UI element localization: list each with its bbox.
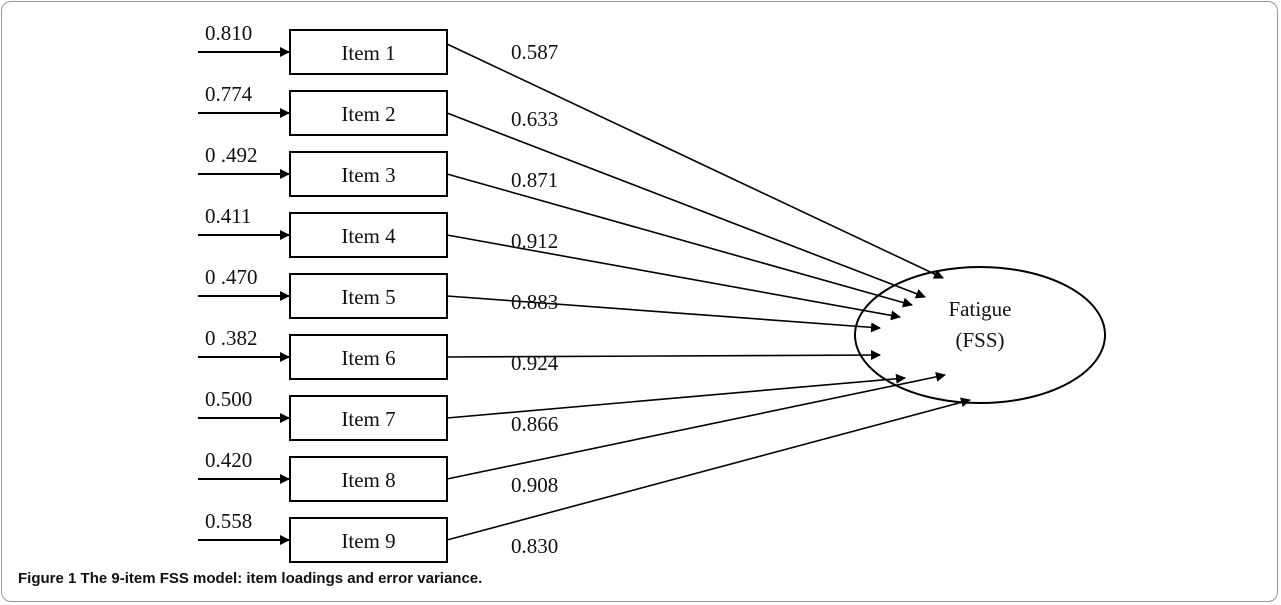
error-variance-item-8: 0.420 bbox=[205, 448, 252, 472]
loading-item-7: 0.866 bbox=[511, 412, 558, 436]
error-variance-item-7: 0.500 bbox=[205, 387, 252, 411]
loading-arrow-item-1 bbox=[446, 43, 944, 279]
loading-arrow-item-7 bbox=[446, 373, 906, 419]
loading-arrow-item-5 bbox=[446, 295, 881, 333]
latent-factor-abbrev: (FSS) bbox=[955, 328, 1004, 352]
caption-label: Figure 1 bbox=[18, 570, 77, 587]
error-variance-item-1: 0.810 bbox=[205, 21, 252, 45]
loading-arrow-item-8 bbox=[446, 371, 946, 480]
latent-factor-name: Fatigue bbox=[949, 297, 1012, 321]
error-variance-item-5: 0 .470 bbox=[205, 265, 258, 289]
item-box-2 bbox=[289, 90, 448, 136]
loading-arrow-item-2 bbox=[446, 112, 926, 299]
figure-caption: Figure 1 The 9-item FSS model: item load… bbox=[18, 570, 482, 587]
loading-item-6: 0.924 bbox=[511, 351, 559, 375]
loading-item-3: 0.871 bbox=[511, 168, 558, 192]
item-label-6: Item 6 bbox=[341, 346, 395, 370]
loading-item-1: 0.587 bbox=[511, 40, 558, 64]
loading-item-9: 0.830 bbox=[511, 534, 558, 558]
loading-item-8: 0.908 bbox=[511, 473, 558, 497]
error-variance-item-3: 0 .492 bbox=[205, 143, 258, 167]
loading-arrow-item-3 bbox=[446, 173, 913, 308]
latent-factor-ellipse bbox=[854, 266, 1106, 404]
loading-item-4: 0.912 bbox=[511, 229, 558, 253]
item-label-9: Item 9 bbox=[341, 529, 395, 553]
item-label-1: Item 1 bbox=[341, 41, 395, 65]
item-box-4 bbox=[289, 212, 448, 258]
item-label-4: Item 4 bbox=[341, 224, 396, 248]
item-box-1 bbox=[289, 29, 448, 75]
error-variance-item-4: 0.411 bbox=[205, 204, 251, 228]
error-variance-item-6: 0 .382 bbox=[205, 326, 258, 350]
loading-arrow-item-9 bbox=[446, 397, 971, 541]
item-label-7: Item 7 bbox=[341, 407, 395, 431]
item-box-9 bbox=[289, 517, 448, 563]
loading-arrow-item-6 bbox=[446, 350, 881, 361]
error-variance-item-2: 0.774 bbox=[205, 82, 253, 106]
loading-item-2: 0.633 bbox=[511, 107, 558, 131]
loading-item-5: 0.883 bbox=[511, 290, 558, 314]
loading-arrow-item-4 bbox=[446, 234, 901, 321]
item-label-8: Item 8 bbox=[341, 468, 395, 492]
item-label-2: Item 2 bbox=[341, 102, 395, 126]
item-box-8 bbox=[289, 456, 448, 502]
error-variance-item-9: 0.558 bbox=[205, 509, 252, 533]
item-label-5: Item 5 bbox=[341, 285, 395, 309]
caption-text: The 9-item FSS model: item loadings and … bbox=[80, 570, 483, 587]
fss-path-diagram: 0.810 Item 1 0.587 0.774 Item 2 0.633 0 .492 It… bbox=[198, 21, 1106, 563]
item-label-3: Item 3 bbox=[341, 163, 395, 187]
